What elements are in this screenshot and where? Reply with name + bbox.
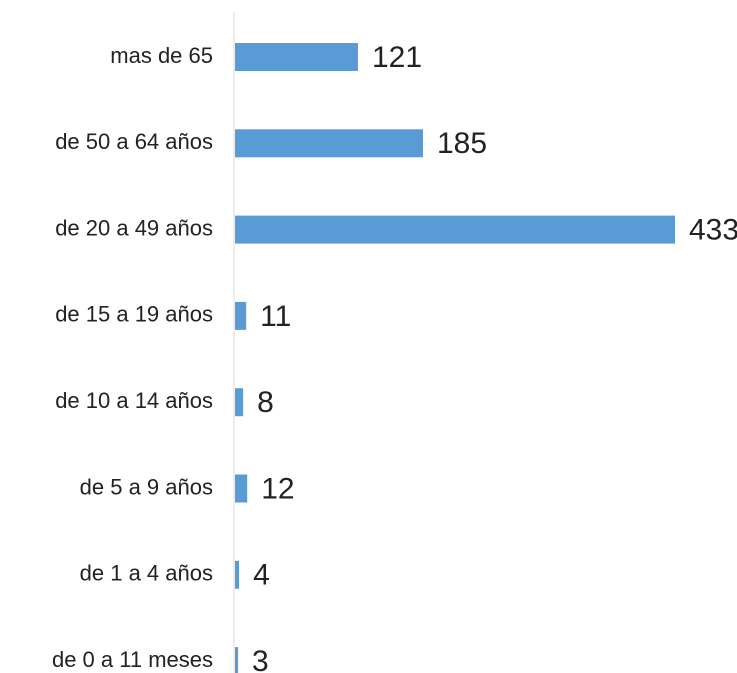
category-label: mas de 65 [110, 43, 213, 68]
bar [235, 301, 247, 330]
category-label: de 10 a 14 años [55, 388, 213, 413]
bars-group [235, 43, 675, 673]
category-label: de 0 a 11 meses [52, 647, 213, 672]
category-label: de 20 a 49 años [55, 215, 213, 240]
category-label: de 1 a 4 años [80, 561, 213, 586]
value-label: 433 [689, 214, 737, 247]
bar [235, 388, 244, 417]
value-label: 3 [252, 645, 269, 673]
category-label: de 5 a 9 años [80, 474, 213, 499]
bar [235, 647, 239, 673]
category-label: de 15 a 19 años [55, 302, 213, 327]
value-label: 185 [437, 127, 487, 160]
bar [235, 215, 675, 244]
category-labels-group: mas de 65 de 50 a 64 años de 20 a 49 años d… [52, 43, 213, 672]
bar [235, 474, 248, 503]
value-label: 4 [253, 559, 270, 592]
value-label: 11 [260, 300, 291, 333]
value-label: 8 [257, 386, 274, 419]
bar [235, 43, 358, 71]
value-labels-group: 121 185 433 11 8 12 4 3 [252, 41, 737, 673]
category-label: de 50 a 64 años [55, 129, 213, 154]
value-label: 12 [261, 472, 294, 505]
bar [235, 129, 423, 158]
bar [235, 560, 240, 589]
value-label: 121 [372, 41, 422, 74]
